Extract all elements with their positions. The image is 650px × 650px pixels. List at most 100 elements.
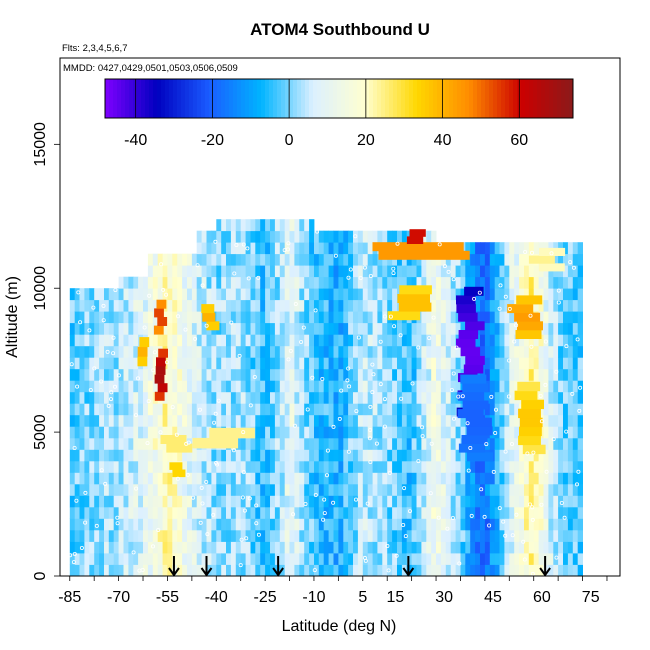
heatmap-cell <box>357 472 364 485</box>
heatmap-cell <box>211 530 217 542</box>
heatmap-cell <box>79 518 85 531</box>
heatmap-cell <box>113 460 119 473</box>
heatmap-cell <box>201 449 207 462</box>
heatmap-cell <box>421 276 427 289</box>
heatmap-cell <box>270 483 276 496</box>
heatmap-cell <box>260 403 266 416</box>
heatmap-cell <box>108 311 115 324</box>
heatmap-cell <box>318 553 325 565</box>
heatmap-cell <box>387 357 393 370</box>
heatmap-cell <box>533 518 539 531</box>
x-tick-label: 45 <box>484 589 502 606</box>
heatmap-cell <box>128 506 134 519</box>
colorbar-segment <box>513 79 518 118</box>
heatmap-cell <box>318 265 325 278</box>
heatmap-feature <box>387 311 421 321</box>
heatmap-cell <box>250 345 256 358</box>
colorbar-segment <box>525 79 530 118</box>
heatmap-cell <box>314 288 320 301</box>
heatmap-cell <box>426 334 432 347</box>
heatmap-cell <box>353 276 359 289</box>
sample-point <box>237 353 242 358</box>
sample-point <box>293 301 298 306</box>
sample-point <box>358 275 363 280</box>
heatmap-cell <box>450 530 456 542</box>
heatmap-cell <box>274 311 281 324</box>
sample-point <box>195 263 200 268</box>
heatmap-cell <box>411 322 417 335</box>
heatmap-cell <box>524 460 530 473</box>
heatmap-cell <box>357 345 364 358</box>
heatmap-cell <box>245 460 251 473</box>
heatmap-cell <box>343 449 349 462</box>
heatmap-cell <box>577 495 583 508</box>
heatmap-cell <box>79 322 85 335</box>
sample-point <box>78 320 83 325</box>
heatmap-cell <box>362 437 369 450</box>
heatmap-feature <box>463 364 484 374</box>
heatmap-cell <box>123 288 129 301</box>
heatmap-cell <box>382 472 388 485</box>
heatmap-cell <box>99 437 105 450</box>
colorbar: -40 -20 0 20 40 60 <box>104 78 574 149</box>
heatmap-cell <box>74 530 80 542</box>
heatmap-cell <box>577 391 583 404</box>
heatmap-cell <box>191 426 198 439</box>
heatmap-cell <box>318 530 325 542</box>
heatmap-cell <box>348 483 354 496</box>
heatmap-cell <box>123 506 129 519</box>
heatmap-cell <box>284 288 290 301</box>
heatmap-cell <box>318 288 325 301</box>
heatmap-cell <box>270 311 276 324</box>
heatmap-cell <box>314 553 320 565</box>
heatmap-cell <box>333 357 339 370</box>
heatmap-cell <box>528 495 535 508</box>
heatmap-cell <box>182 426 188 439</box>
heatmap-cell <box>318 449 325 462</box>
heatmap-cell <box>484 357 491 370</box>
sample-point <box>305 407 310 412</box>
sample-point <box>525 451 530 456</box>
heatmap-cell <box>260 265 266 278</box>
heatmap-cell <box>240 506 246 519</box>
heatmap-cell <box>143 276 149 289</box>
heatmap-cell <box>89 541 95 554</box>
chart-title: ATOM4 Southbound U <box>250 20 430 39</box>
heatmap-cell <box>318 276 325 289</box>
sample-point <box>367 436 372 441</box>
sample-point <box>231 448 236 453</box>
heatmap-cell <box>533 530 539 542</box>
sample-point <box>79 546 84 551</box>
heatmap-cell <box>284 322 290 335</box>
sample-point <box>87 328 92 333</box>
heatmap-cell <box>372 414 378 427</box>
heatmap-cell <box>294 495 300 508</box>
heatmap-cell <box>108 541 115 554</box>
heatmap-cell <box>118 403 124 416</box>
heatmap-cell <box>74 334 80 347</box>
heatmap-cell <box>230 288 237 301</box>
heatmap-cell <box>323 311 329 324</box>
heatmap-cell <box>528 564 535 576</box>
heatmap-cell <box>226 414 232 427</box>
heatmap-cell <box>484 311 491 324</box>
heatmap-cell <box>416 357 422 370</box>
heatmap-cell <box>216 265 222 278</box>
heatmap-cell <box>245 495 251 508</box>
heatmap-cell <box>323 334 329 347</box>
heatmap-cell <box>79 391 85 404</box>
heatmap-cell <box>348 541 354 554</box>
heatmap-cell <box>455 276 461 289</box>
heatmap-cell <box>377 230 383 243</box>
heatmap-cell <box>475 518 481 531</box>
heatmap-cell <box>196 460 202 473</box>
heatmap-cell <box>108 414 115 427</box>
heatmap-cell <box>152 334 159 347</box>
heatmap-cell <box>450 541 456 554</box>
heatmap-cell <box>294 345 300 358</box>
heatmap-cell <box>338 311 344 324</box>
heatmap-cell <box>367 391 373 404</box>
heatmap-cell <box>382 437 388 450</box>
heatmap-cell <box>382 368 388 381</box>
heatmap-cell <box>289 518 295 531</box>
